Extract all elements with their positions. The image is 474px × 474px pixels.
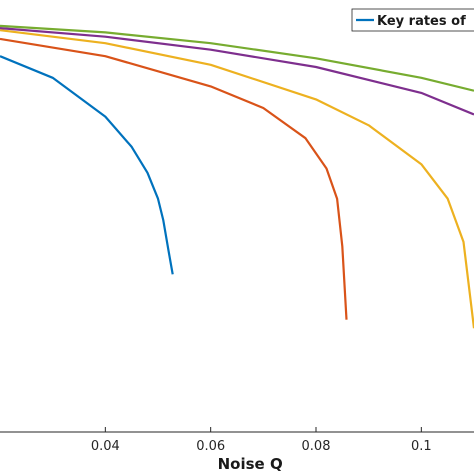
series-line-1 [0, 37, 348, 320]
series-line-2 [0, 29, 474, 329]
series-layer [0, 24, 474, 329]
x-tick-label-0: 0.04 [91, 439, 120, 454]
series-line-4 [0, 24, 474, 92]
legend-box [351, 8, 474, 32]
series-line-3 [0, 27, 474, 116]
legend: Key rates of [351, 8, 474, 32]
legend-label-0: Key rates of [377, 14, 466, 29]
x-tick-label-3: 0.1 [411, 439, 432, 454]
x-axis: 0.04 0.06 0.08 0.1 [0, 427, 474, 454]
x-axis-title: Noise Q [218, 455, 283, 473]
series-line-0 [0, 55, 174, 275]
x-tick-label-2: 0.08 [302, 439, 331, 454]
x-tick-label-1: 0.06 [196, 439, 225, 454]
